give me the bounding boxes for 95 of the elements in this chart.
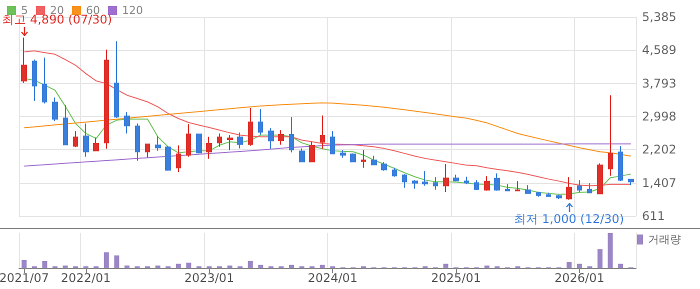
candlestick [381, 162, 387, 172]
line-series [24, 143, 632, 167]
candlestick [474, 180, 479, 191]
candlestick [577, 180, 582, 193]
candlestick [392, 167, 397, 178]
candlestick [63, 104, 68, 146]
candlestick [494, 172, 500, 192]
x-tick-label: 2024/01 [308, 271, 358, 285]
candlestick [237, 132, 243, 149]
candlestick [32, 59, 37, 102]
candlestick [93, 136, 99, 152]
y-tick-label: 5,385 [642, 10, 676, 24]
bar [248, 261, 253, 268]
y-tick-label: 4,589 [642, 43, 676, 58]
x-tick-label: 2022/01 [60, 271, 111, 285]
candlestick [464, 176, 469, 185]
candlestick [217, 132, 222, 148]
bar [114, 255, 120, 268]
candlestick [135, 123, 140, 162]
candlestick [330, 130, 335, 154]
candlestick [278, 130, 284, 146]
candlestick [536, 191, 541, 198]
candlestick [402, 174, 407, 188]
x-tick-label: 2023/01 [184, 271, 234, 285]
y-tick-label: 1,407 [642, 176, 676, 190]
y-tick-label: 2,202 [642, 142, 676, 157]
line-series [24, 50, 632, 186]
candlestick [248, 107, 253, 146]
candlestick [42, 57, 47, 104]
x-tick-label: 2021/07 [0, 271, 50, 285]
candlestick [21, 37, 27, 84]
candlestick [433, 176, 438, 190]
bar [289, 264, 294, 268]
candlestick [289, 116, 294, 153]
x-tick-label: 2025/01 [431, 271, 481, 285]
candlestick [227, 134, 233, 151]
bar [186, 262, 192, 268]
x-tick-label: 2026/01 [554, 271, 604, 285]
y-tick-label: 611 [642, 209, 665, 223]
candlestick [114, 40, 119, 118]
candlestick [587, 182, 592, 194]
candlestick [320, 115, 325, 150]
bar [320, 264, 325, 268]
candlestick [145, 144, 150, 158]
y-tick-label: 2,998 [642, 110, 676, 124]
candlestick [556, 194, 562, 200]
candlestick [350, 152, 356, 162]
candlestick [453, 174, 459, 182]
legend-label: 거래량 [648, 233, 681, 246]
candlestick [176, 144, 181, 173]
candlestick [443, 164, 449, 193]
candlestick [515, 180, 520, 192]
legend-label: 120 [122, 4, 143, 17]
line-series [24, 102, 632, 157]
candlestick [525, 184, 531, 194]
candlestick [83, 123, 89, 158]
candlestick [361, 150, 366, 168]
bar [443, 264, 448, 268]
bar [576, 264, 582, 268]
candlestick [371, 155, 377, 166]
bar [598, 249, 603, 268]
bar [176, 264, 181, 268]
candlestick [186, 124, 191, 158]
candlestick [196, 134, 202, 154]
candlestick [309, 140, 315, 162]
candlestick [206, 136, 212, 160]
candlestick [422, 170, 428, 186]
candlestick [618, 146, 623, 182]
candlestick [258, 108, 263, 136]
bar [608, 233, 613, 268]
candlestick [299, 148, 305, 162]
candlestick [505, 184, 510, 192]
candlestick [52, 97, 58, 122]
candlestick [546, 192, 551, 198]
candlestick [412, 180, 418, 190]
candlestick [155, 136, 161, 152]
candlestick [608, 94, 613, 176]
bar [566, 262, 572, 268]
bar [618, 264, 624, 268]
candlestick [73, 130, 78, 148]
candlestick [597, 162, 603, 194]
bar [258, 264, 264, 268]
y-tick-label: 3,793 [642, 76, 676, 90]
candlestick [340, 150, 346, 158]
candlestick [484, 176, 490, 192]
bar [104, 252, 109, 268]
candlestick [268, 128, 274, 150]
candlestick [124, 112, 130, 134]
candlestick [165, 146, 171, 172]
candlestick [104, 49, 109, 150]
annotation: 최저 1,000 (12/30) [514, 212, 624, 226]
bar [42, 261, 48, 268]
candlestick [566, 176, 572, 200]
bar [22, 260, 27, 268]
candlestick [628, 178, 634, 186]
